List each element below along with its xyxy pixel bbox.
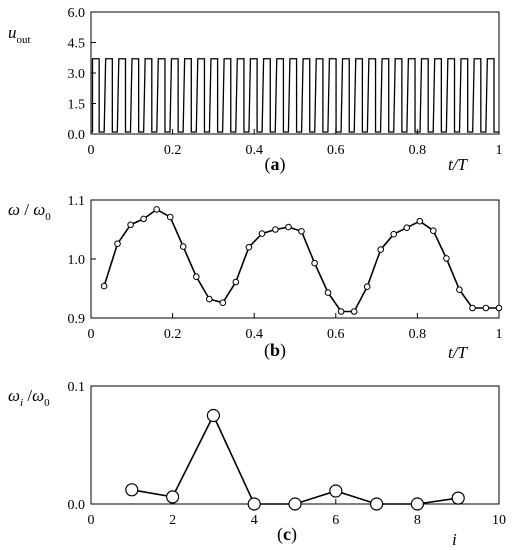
panel-a-x-ticks: 0 0.2 0.4 0.6 0.8 1	[88, 129, 503, 158]
panel-c-y-tick-label: 0.1	[68, 380, 86, 395]
panel-c-data-point	[247, 497, 261, 511]
panel-c-y-axis-label: ωi /ω0	[8, 386, 50, 409]
panel-b-data-point	[140, 215, 147, 223]
panel-b-data-point	[258, 230, 266, 237]
panel-b-series-line	[103, 208, 499, 313]
panel-a-x-tick-label: 0.6	[327, 143, 345, 158]
panel-b: 0.9 1.0 1.1 0 0.2 0.4 0.6 0.8 1 ω / ω0 (b) t/T	[8, 194, 503, 362]
panel-b-data-point	[337, 308, 345, 315]
panel-b-data-point	[469, 304, 476, 312]
panel-a-x-tick-label: 0.4	[245, 143, 263, 158]
panel-c-label: (c)	[277, 524, 297, 545]
panel-c-x-tick-label: 2	[169, 513, 176, 528]
panel-b-label: (b)	[264, 340, 286, 361]
panel-b-data-point	[495, 304, 503, 312]
panel-c-series-line	[131, 413, 459, 505]
panel-b-x-tick-label: 1	[496, 327, 503, 342]
panel-c-y-ticks: 0.0 0.1	[68, 380, 96, 513]
panel-c-plot-frame	[90, 385, 500, 505]
panel-b-data-point	[324, 289, 332, 296]
panel-c-data-point	[451, 491, 465, 505]
panel-b-data-point	[272, 226, 279, 233]
panel-b-data-point	[416, 217, 424, 225]
panel-b-data-point	[285, 223, 292, 231]
panel-a-y-tick-label: 6.0	[68, 6, 86, 21]
panel-b-data-point	[114, 240, 121, 247]
panel-c: 0.0 0.1 0 2 4 6 8 10 ωi /ω0 (c) i	[8, 380, 506, 549]
panel-b-x-axis-label: t/T	[448, 343, 468, 362]
panel-b-data-point	[350, 308, 358, 315]
panel-b-data-point	[100, 282, 108, 290]
panel-b-y-axis-label: ω / ω0	[8, 200, 51, 223]
panel-b-x-tick-label: 0.8	[409, 327, 427, 342]
panel-b-x-ticks: 0 0.2 0.4 0.6 0.8 1	[88, 313, 503, 342]
panel-b-y-ticks: 0.9 1.0 1.1	[68, 194, 96, 327]
panel-c-data-point	[206, 408, 220, 423]
panel-b-data-point	[232, 278, 240, 286]
panel-c-data-point	[288, 497, 302, 511]
panel-b-y-tick-label: 1.1	[68, 194, 86, 209]
panel-a: 0.01.53.04.56.0 0 0.2 0.4 0.6 0.8 1 uout (a) …	[8, 6, 503, 175]
panel-a-y-tick-label: 0.0	[68, 128, 86, 143]
panel-b-data-points	[100, 206, 503, 315]
panel-c-data-point	[125, 483, 139, 497]
panel-b-y-tick-label: 0.9	[68, 312, 86, 327]
panel-b-data-point	[193, 273, 200, 281]
panel-b-data-point	[390, 230, 398, 238]
panel-b-x-tick-label: 0	[88, 327, 95, 342]
panel-b-data-point	[127, 221, 134, 229]
panel-a-x-tick-label: 0.2	[164, 143, 182, 158]
panel-b-data-point	[443, 255, 450, 262]
panel-a-label: (a)	[265, 154, 286, 175]
panel-a-x-axis-label: t/T	[448, 155, 468, 174]
panel-b-data-point	[206, 295, 213, 303]
panel-b-plot-frame	[90, 199, 500, 319]
panel-a-y-ticks: 0.0 1.5 3.0 4.5 6.0	[68, 6, 96, 143]
panel-a-y-axis-label: uout	[8, 23, 31, 46]
panel-c-data-point	[329, 484, 343, 498]
panel-b-data-point	[456, 286, 463, 294]
panel-b-x-tick-label: 0.4	[245, 327, 263, 342]
panel-c-x-axis-label: i	[452, 530, 457, 549]
panel-b-data-point	[363, 283, 371, 291]
panel-c-x-tick-label: 6	[332, 513, 339, 528]
panel-b-data-point	[482, 304, 490, 312]
panel-c-x-tick-label: 4	[251, 513, 258, 528]
panel-b-data-point	[430, 227, 437, 234]
panel-b-data-point	[153, 206, 160, 213]
panel-c-y-tick-label: 0.0	[68, 498, 86, 513]
panel-c-x-tick-label: 10	[492, 513, 506, 528]
panel-c-data-point	[370, 497, 384, 511]
panel-b-data-point	[311, 259, 318, 267]
panel-b-data-point	[219, 299, 227, 307]
panel-b-data-point	[377, 246, 385, 253]
panel-b-data-point	[166, 213, 174, 221]
panel-c-data-point	[166, 490, 180, 504]
panel-b-data-point	[298, 228, 305, 235]
panel-a-x-tick-label: 0.8	[409, 143, 427, 158]
panel-c-x-tick-label: 8	[414, 513, 421, 528]
panel-b-data-point	[179, 243, 187, 250]
panel-a-y-tick-label: 1.5	[68, 98, 86, 113]
panel-a-series-line	[91, 58, 499, 133]
panel-c-x-ticks: 0 2 4 6 8 10	[88, 499, 506, 528]
panel-b-x-tick-label: 0.2	[164, 327, 182, 342]
panel-b-x-tick-label: 0.6	[327, 327, 345, 342]
panel-c-x-tick-label: 0	[88, 513, 95, 528]
panel-a-x-tick-label: 0	[88, 143, 95, 158]
panel-a-y-tick-label: 4.5	[68, 37, 86, 52]
panel-b-data-point	[403, 224, 411, 231]
panel-b-y-tick-label: 1.0	[68, 253, 86, 268]
panel-a-x-tick-label: 1	[496, 143, 503, 158]
panel-b-data-point	[245, 243, 253, 251]
panel-c-data-point	[410, 497, 424, 511]
panel-c-data-points	[125, 408, 465, 511]
panel-a-y-tick-label: 3.0	[68, 67, 86, 82]
